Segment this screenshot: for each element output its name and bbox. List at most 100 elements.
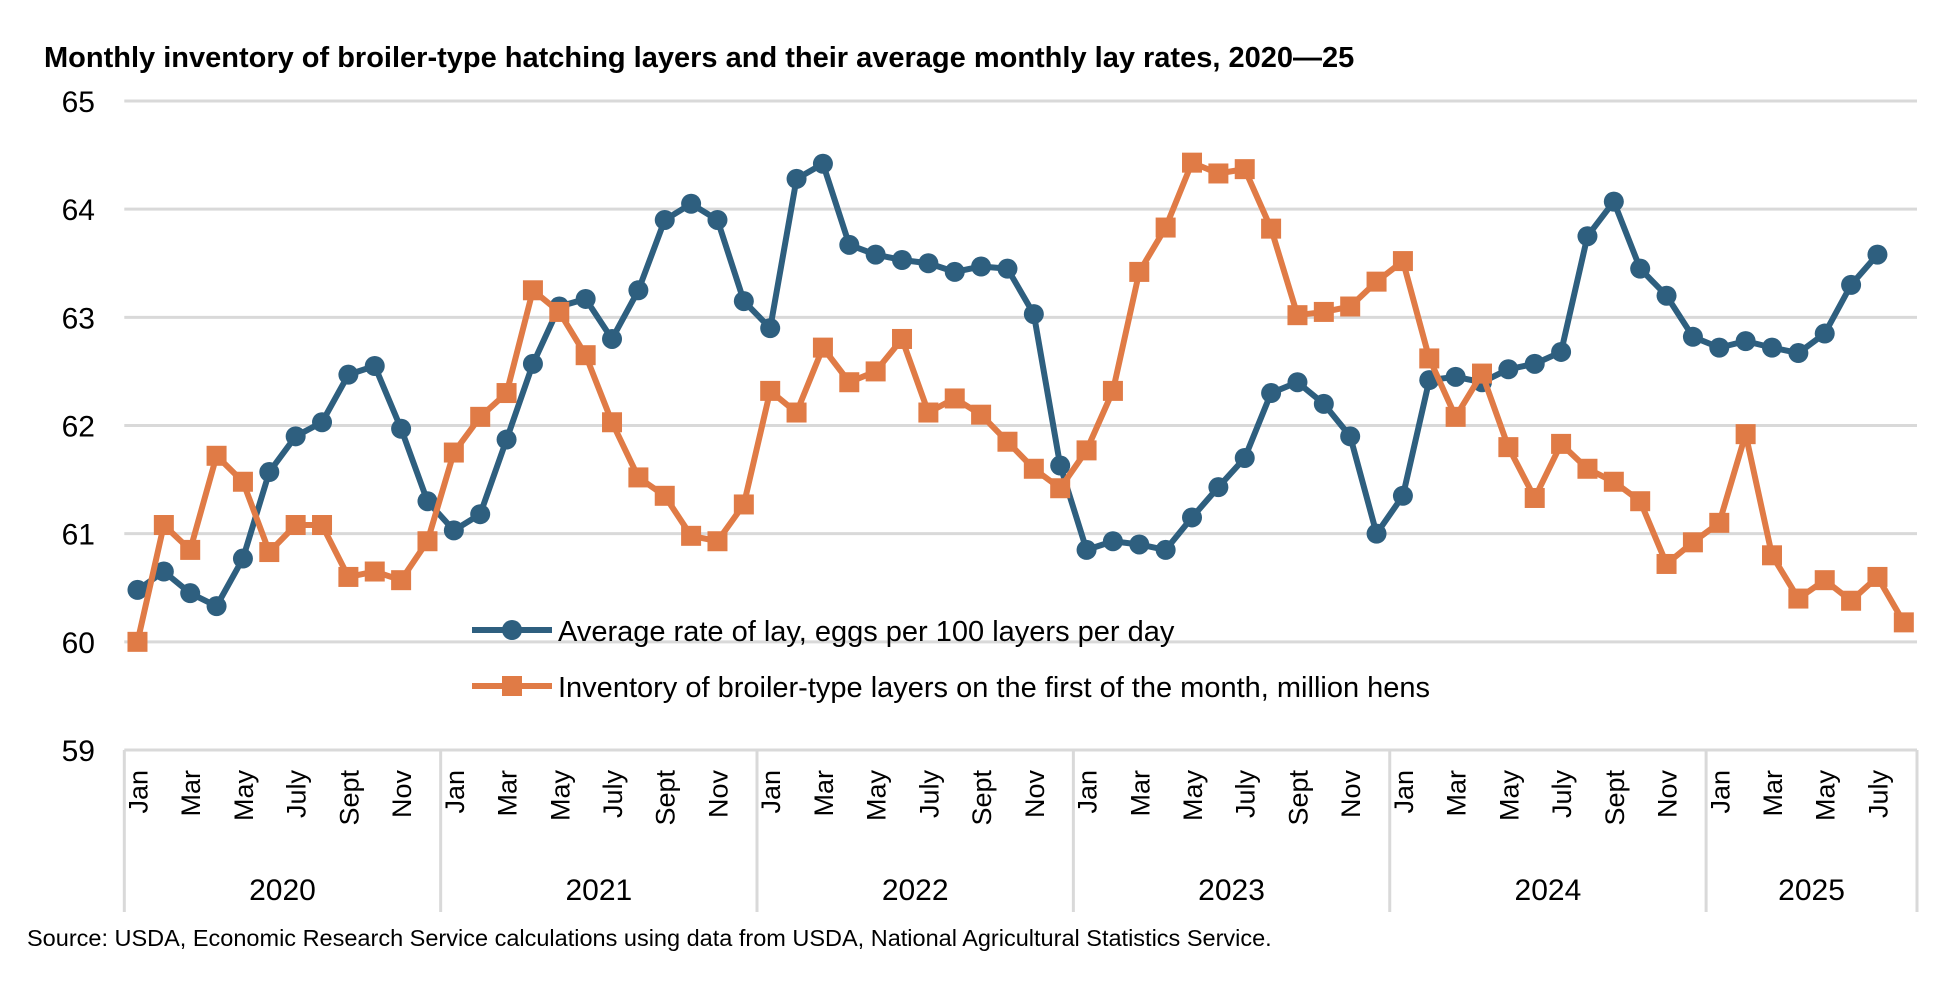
data-point (733, 291, 754, 312)
data-point (522, 353, 543, 374)
data-point (496, 383, 517, 404)
data-point (206, 596, 227, 617)
data-point (1814, 323, 1835, 344)
month-tick-label: Sept (1600, 770, 1630, 826)
data-point (786, 402, 807, 423)
data-point (180, 539, 201, 560)
data-point (628, 467, 649, 488)
data-point (1313, 393, 1334, 414)
data-point (1023, 304, 1044, 325)
y-tick-label: 60 (62, 627, 95, 660)
data-point (496, 429, 517, 450)
data-point (944, 388, 965, 409)
series-inventory (127, 152, 1914, 652)
month-tick-label: Sept (651, 770, 681, 826)
data-point (1076, 539, 1097, 560)
month-tick-label: Jan (123, 770, 153, 814)
data-point (364, 561, 385, 582)
data-point (470, 406, 491, 427)
month-tick-label: Nov (1653, 770, 1683, 819)
data-point (417, 531, 438, 552)
data-point (1603, 471, 1624, 492)
series-line (134, 159, 1907, 643)
year-label: 2023 (1198, 874, 1265, 907)
data-point (443, 442, 464, 463)
data-point (1498, 359, 1519, 380)
data-point (1023, 458, 1044, 479)
data-point (575, 345, 596, 366)
month-tick-label: May (1178, 770, 1208, 822)
data-point (1524, 487, 1545, 508)
data-point (1735, 331, 1756, 352)
month-tick-label: Mar (493, 770, 523, 817)
data-point (417, 491, 438, 512)
data-point (1419, 348, 1440, 369)
data-point (1472, 363, 1493, 384)
data-point (1630, 258, 1651, 279)
data-point (1234, 159, 1255, 180)
data-point (865, 361, 886, 382)
data-point (1867, 566, 1888, 587)
month-tick-label: July (598, 770, 628, 819)
data-point (338, 566, 359, 587)
data-point (681, 525, 702, 546)
data-point (1524, 353, 1545, 374)
data-point (232, 471, 253, 492)
data-point (470, 504, 491, 525)
data-point (1762, 337, 1783, 358)
data-point (180, 583, 201, 604)
data-point (1050, 455, 1071, 476)
month-tick-label: July (1547, 770, 1577, 819)
data-point (259, 462, 280, 483)
data-point (1551, 433, 1572, 454)
series-rate-of-lay (127, 153, 1888, 617)
month-tick-label: Jan (1705, 770, 1735, 814)
data-point (1076, 440, 1097, 461)
data-point (575, 288, 596, 309)
month-tick-label: May (545, 770, 575, 822)
data-point (1788, 343, 1809, 364)
legend-square-marker-icon (502, 676, 522, 696)
data-point (1340, 296, 1361, 317)
data-point (153, 515, 174, 536)
month-tick-label: Sept (334, 770, 364, 826)
data-point (944, 261, 965, 282)
data-point (839, 234, 860, 255)
data-point (1340, 426, 1361, 447)
data-point (549, 301, 570, 322)
data-point (1841, 274, 1862, 295)
y-tick-label: 59 (62, 735, 95, 768)
month-tick-label: Nov (1336, 770, 1366, 819)
data-point (1261, 218, 1282, 239)
data-point (285, 515, 306, 536)
data-point (997, 431, 1018, 452)
month-tick-label: Mar (809, 770, 839, 817)
y-tick-label: 65 (62, 86, 95, 119)
data-point (1577, 458, 1598, 479)
data-point (1182, 507, 1203, 528)
legend-label-inventory: Inventory of broiler-type layers on the … (558, 672, 1430, 704)
data-point (812, 337, 833, 358)
month-tick-label: Jan (1389, 770, 1419, 814)
data-point (1313, 301, 1334, 322)
data-point (1603, 191, 1624, 212)
data-point (206, 445, 227, 466)
data-point (1155, 217, 1176, 238)
month-tick-label: Sept (1283, 770, 1313, 826)
y-axis-ticks: 59 60 61 62 63 64 65 (62, 86, 95, 768)
y-tick-label: 63 (62, 302, 95, 335)
data-point (707, 531, 728, 552)
year-label: 2021 (565, 874, 632, 907)
data-point (786, 168, 807, 189)
month-tick-label: Nov (703, 770, 733, 819)
month-tick-label: July (914, 770, 944, 819)
data-point (232, 548, 253, 569)
data-point (760, 318, 781, 339)
data-point (127, 579, 148, 600)
data-point (654, 485, 675, 506)
month-tick-label: May (229, 770, 259, 822)
data-point (1366, 271, 1387, 292)
gridlines (124, 99, 1917, 644)
data-point (1234, 447, 1255, 468)
month-tick-label: Mar (1758, 770, 1788, 817)
